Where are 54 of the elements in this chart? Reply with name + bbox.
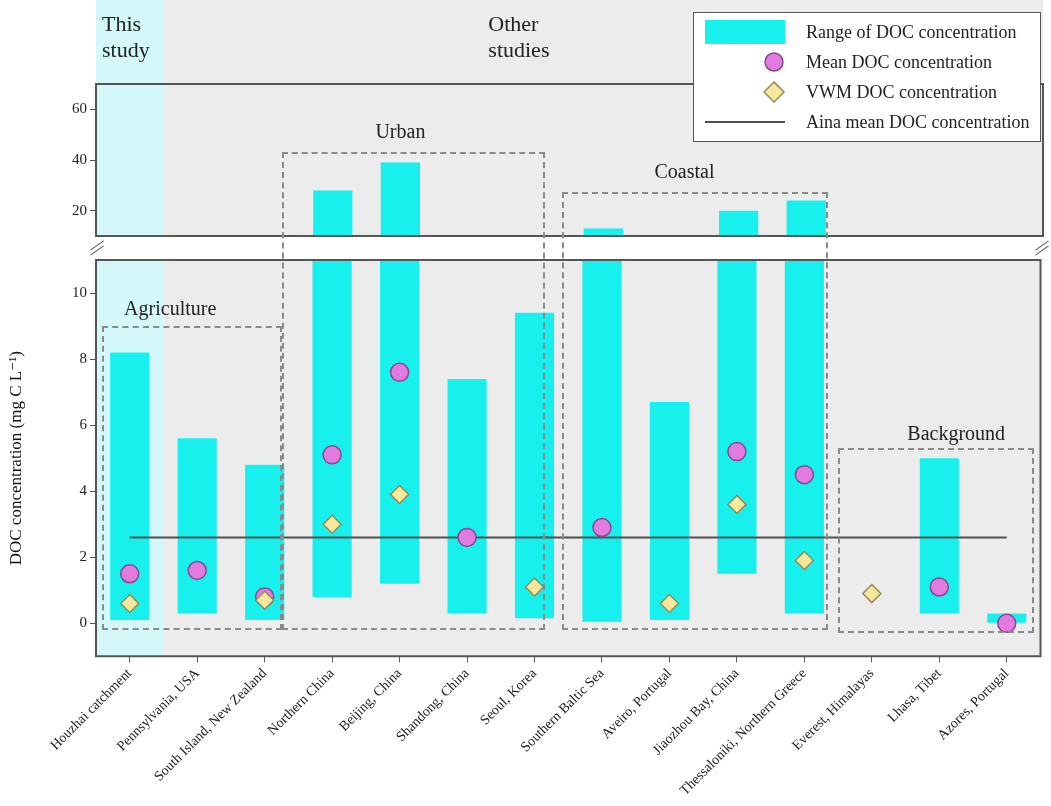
point xyxy=(322,445,342,465)
legend-label: VWM DOC concentration xyxy=(806,81,998,103)
point xyxy=(727,494,747,515)
text: Other studies xyxy=(488,10,550,62)
bar xyxy=(447,378,487,614)
bar xyxy=(380,260,420,584)
bar xyxy=(313,190,353,236)
bar xyxy=(649,402,690,621)
band-label: This study xyxy=(102,10,150,62)
y-tick-label: 4 xyxy=(79,482,88,499)
legend-label: Aina mean DOC concentration xyxy=(806,111,1030,133)
bar xyxy=(919,458,959,614)
annotation: Urban xyxy=(375,119,426,142)
bar xyxy=(717,260,757,574)
annotation: Coastal xyxy=(654,160,715,183)
bar xyxy=(786,200,826,236)
point xyxy=(997,613,1017,634)
y-tick-label: 0 xyxy=(79,614,87,631)
annotation: Agriculture xyxy=(124,296,217,320)
y-tick-label: 20 xyxy=(72,201,87,218)
point xyxy=(187,560,207,581)
point xyxy=(389,484,410,505)
point xyxy=(457,527,477,548)
point xyxy=(727,441,747,462)
bar xyxy=(582,260,622,622)
point xyxy=(659,593,680,614)
bar xyxy=(380,162,421,236)
bar xyxy=(514,312,555,619)
annotation: Background xyxy=(907,422,1006,446)
legend-label: Range of DOC concentration xyxy=(806,21,1017,43)
point xyxy=(322,514,342,534)
bar xyxy=(177,438,217,614)
point xyxy=(862,583,882,604)
bar xyxy=(583,228,623,236)
y-tick-label: 8 xyxy=(79,350,87,367)
point xyxy=(389,362,410,383)
y-tick-label: 60 xyxy=(72,100,87,117)
y-tick-label: 6 xyxy=(79,416,88,433)
point xyxy=(592,517,612,538)
point xyxy=(794,464,815,485)
y-tick-label: 10 xyxy=(72,283,87,300)
point xyxy=(929,577,950,597)
bar xyxy=(110,352,150,621)
point xyxy=(794,550,815,571)
bar xyxy=(718,210,759,236)
bar xyxy=(312,260,352,597)
y-axis-title: DOC concentration (mg C L⁻¹) xyxy=(5,351,25,566)
y-tick-label: 2 xyxy=(79,548,87,565)
legend-label: Mean DOC concentration xyxy=(806,51,993,73)
point xyxy=(119,564,140,584)
y-tick-label: 40 xyxy=(72,150,87,167)
point xyxy=(524,577,545,597)
bar xyxy=(784,260,824,614)
point xyxy=(119,593,140,614)
